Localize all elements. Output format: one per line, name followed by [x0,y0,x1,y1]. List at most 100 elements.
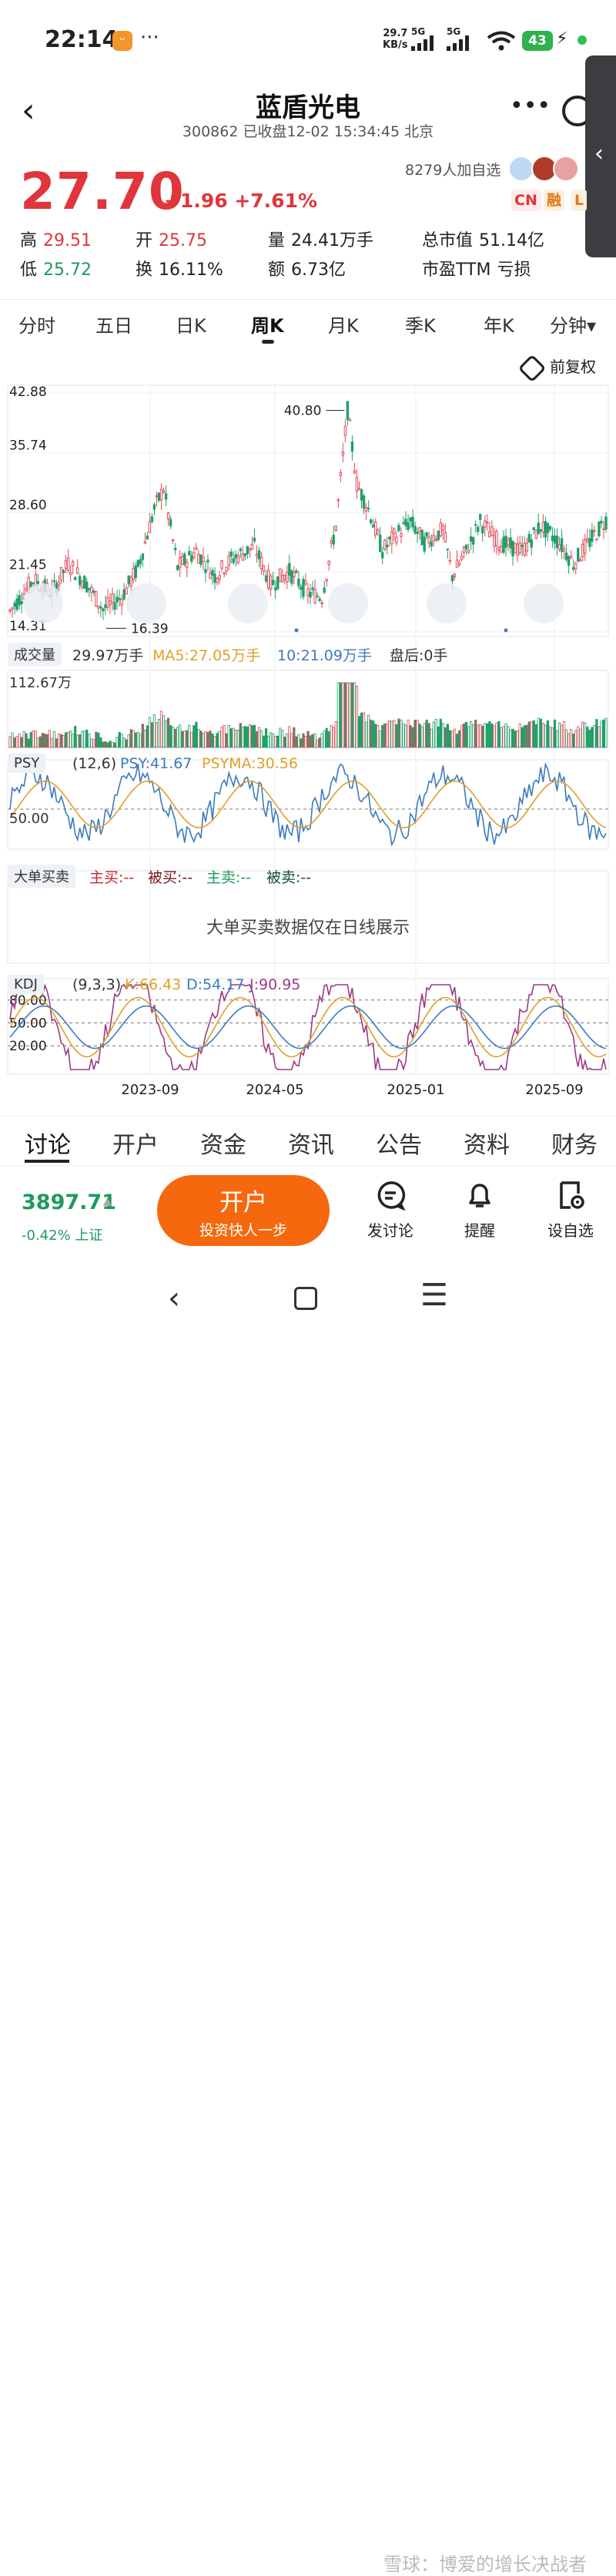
candle-body [446,549,450,551]
nav-menu-icon[interactable]: ☰ [420,1278,448,1313]
candle-body [418,527,421,532]
volume-bar [570,729,573,748]
candle-body [509,537,512,549]
tab-period-0[interactable]: 分时 [18,315,55,337]
candle-body [593,529,596,532]
volume-bar [216,733,219,748]
candle-body [395,536,398,544]
candle-body [500,546,503,553]
candle-body [159,489,163,501]
volume-bar [313,733,316,748]
candle-body [234,554,237,559]
candle-body [393,529,396,535]
candle-body [464,544,468,549]
volume-bar [188,724,191,748]
y-tick-label: 35.74 [9,438,47,454]
remind-button[interactable]: 提醒 [445,1180,514,1241]
charging-icon: ⚡ [556,29,568,49]
volume-bar [467,726,470,748]
tab-period-7[interactable]: 分钟▾ [550,315,597,337]
side-panel-handle[interactable]: ‹ [585,55,616,257]
volume-bar [22,730,25,748]
kline-chart[interactable]: 42.8835.7428.6021.4514.3140.8016.3980.00… [0,378,616,1117]
candle-body [502,536,505,553]
tab-period-2[interactable]: 日K [176,315,206,337]
kdj-d: D:54.17 [186,976,245,993]
wifi-icon [487,31,516,51]
content-tab-0[interactable]: 讨论 [25,1132,71,1159]
volume-bar [264,728,268,748]
stat-value: 25.72 [43,260,92,280]
tab-period-5[interactable]: 季K [405,315,436,337]
nav-home-icon[interactable] [294,1287,317,1310]
tag-cn[interactable]: CN [511,190,541,211]
tab-period-3[interactable]: 周K [251,315,284,337]
stat-label: 量 [268,231,286,250]
candle-body [250,543,254,550]
volume-bar [18,733,21,748]
volume-bar [430,728,433,748]
candle-body [469,536,473,542]
content-tab-6[interactable]: 财务 [551,1132,598,1159]
volume-bar [400,720,403,748]
status-dot-icon [578,35,587,45]
candle-body [300,586,303,590]
back-icon[interactable]: ‹ [22,91,35,130]
volume-bar [45,734,49,748]
open-account-button[interactable]: 开户 投资快人一步 [157,1175,330,1246]
post-discussion-label: 发讨论 [367,1221,413,1240]
candle-body [52,579,56,583]
candle-body [507,539,510,546]
candle-body [471,537,475,545]
y-tick-label: 14.31 [9,619,47,634]
adjust-toggle[interactable]: 前复权 [517,354,596,382]
content-tab-2[interactable]: 资金 [200,1132,246,1159]
volume-bar [169,724,172,748]
tag-l[interactable]: L [571,190,588,211]
candle-body [232,558,235,563]
content-tab-3[interactable]: 资讯 [288,1132,334,1159]
candle-body [551,536,554,542]
content-tab-5[interactable]: 资料 [464,1132,510,1159]
bottom-action-bar: 3897.71 ▲ -0.42% 上证 开户 投资快人一步 发讨论 提醒 设自选 [0,1165,616,1246]
candle-body [302,579,305,597]
volume-bar [220,726,223,748]
add-watchlist-button[interactable]: 设自选 [536,1180,605,1241]
psy-label[interactable]: PSY [8,754,46,773]
volume-bar [262,735,266,748]
big-order-label[interactable]: 大单买卖 [8,865,75,888]
kdj-label[interactable]: KDJ [8,975,44,994]
volume-bar [355,685,359,748]
candle-body [514,543,517,554]
volume-bar [141,724,144,748]
volume-bar [364,721,368,748]
volume-bar [74,726,77,748]
content-tab-1[interactable]: 开户 [112,1132,159,1159]
candle-body [8,610,12,612]
volume-bar [111,742,114,748]
volume-bar [572,734,575,748]
kdj-d-line [9,1005,607,1050]
volume-bar [15,735,18,748]
volume-bar [574,730,578,748]
tab-period-1[interactable]: 五日 [95,315,132,337]
volume-bar [276,735,280,748]
open-account-subtitle: 投资快人一步 [199,1222,287,1239]
candle-body [379,535,382,552]
tab-period-4[interactable]: 月K [328,315,359,337]
volume-bar [418,724,421,748]
candle-body [439,522,443,536]
nav-back-icon[interactable]: ‹ [168,1281,180,1316]
stat-value: 6.73亿 [291,260,346,280]
volume-bar [527,721,531,748]
volume-bar [150,722,154,748]
candle-body [99,606,102,609]
candle-body [162,490,166,493]
content-tab-4[interactable]: 公告 [376,1132,422,1159]
tag-margin[interactable]: 融 [544,190,565,211]
candle-body [455,559,459,568]
post-discussion-button[interactable]: 发讨论 [356,1180,425,1241]
tab-period-6[interactable]: 年K [484,315,514,337]
more-icon[interactable]: ••• [510,92,551,119]
status-time: 22:14 [45,26,119,53]
